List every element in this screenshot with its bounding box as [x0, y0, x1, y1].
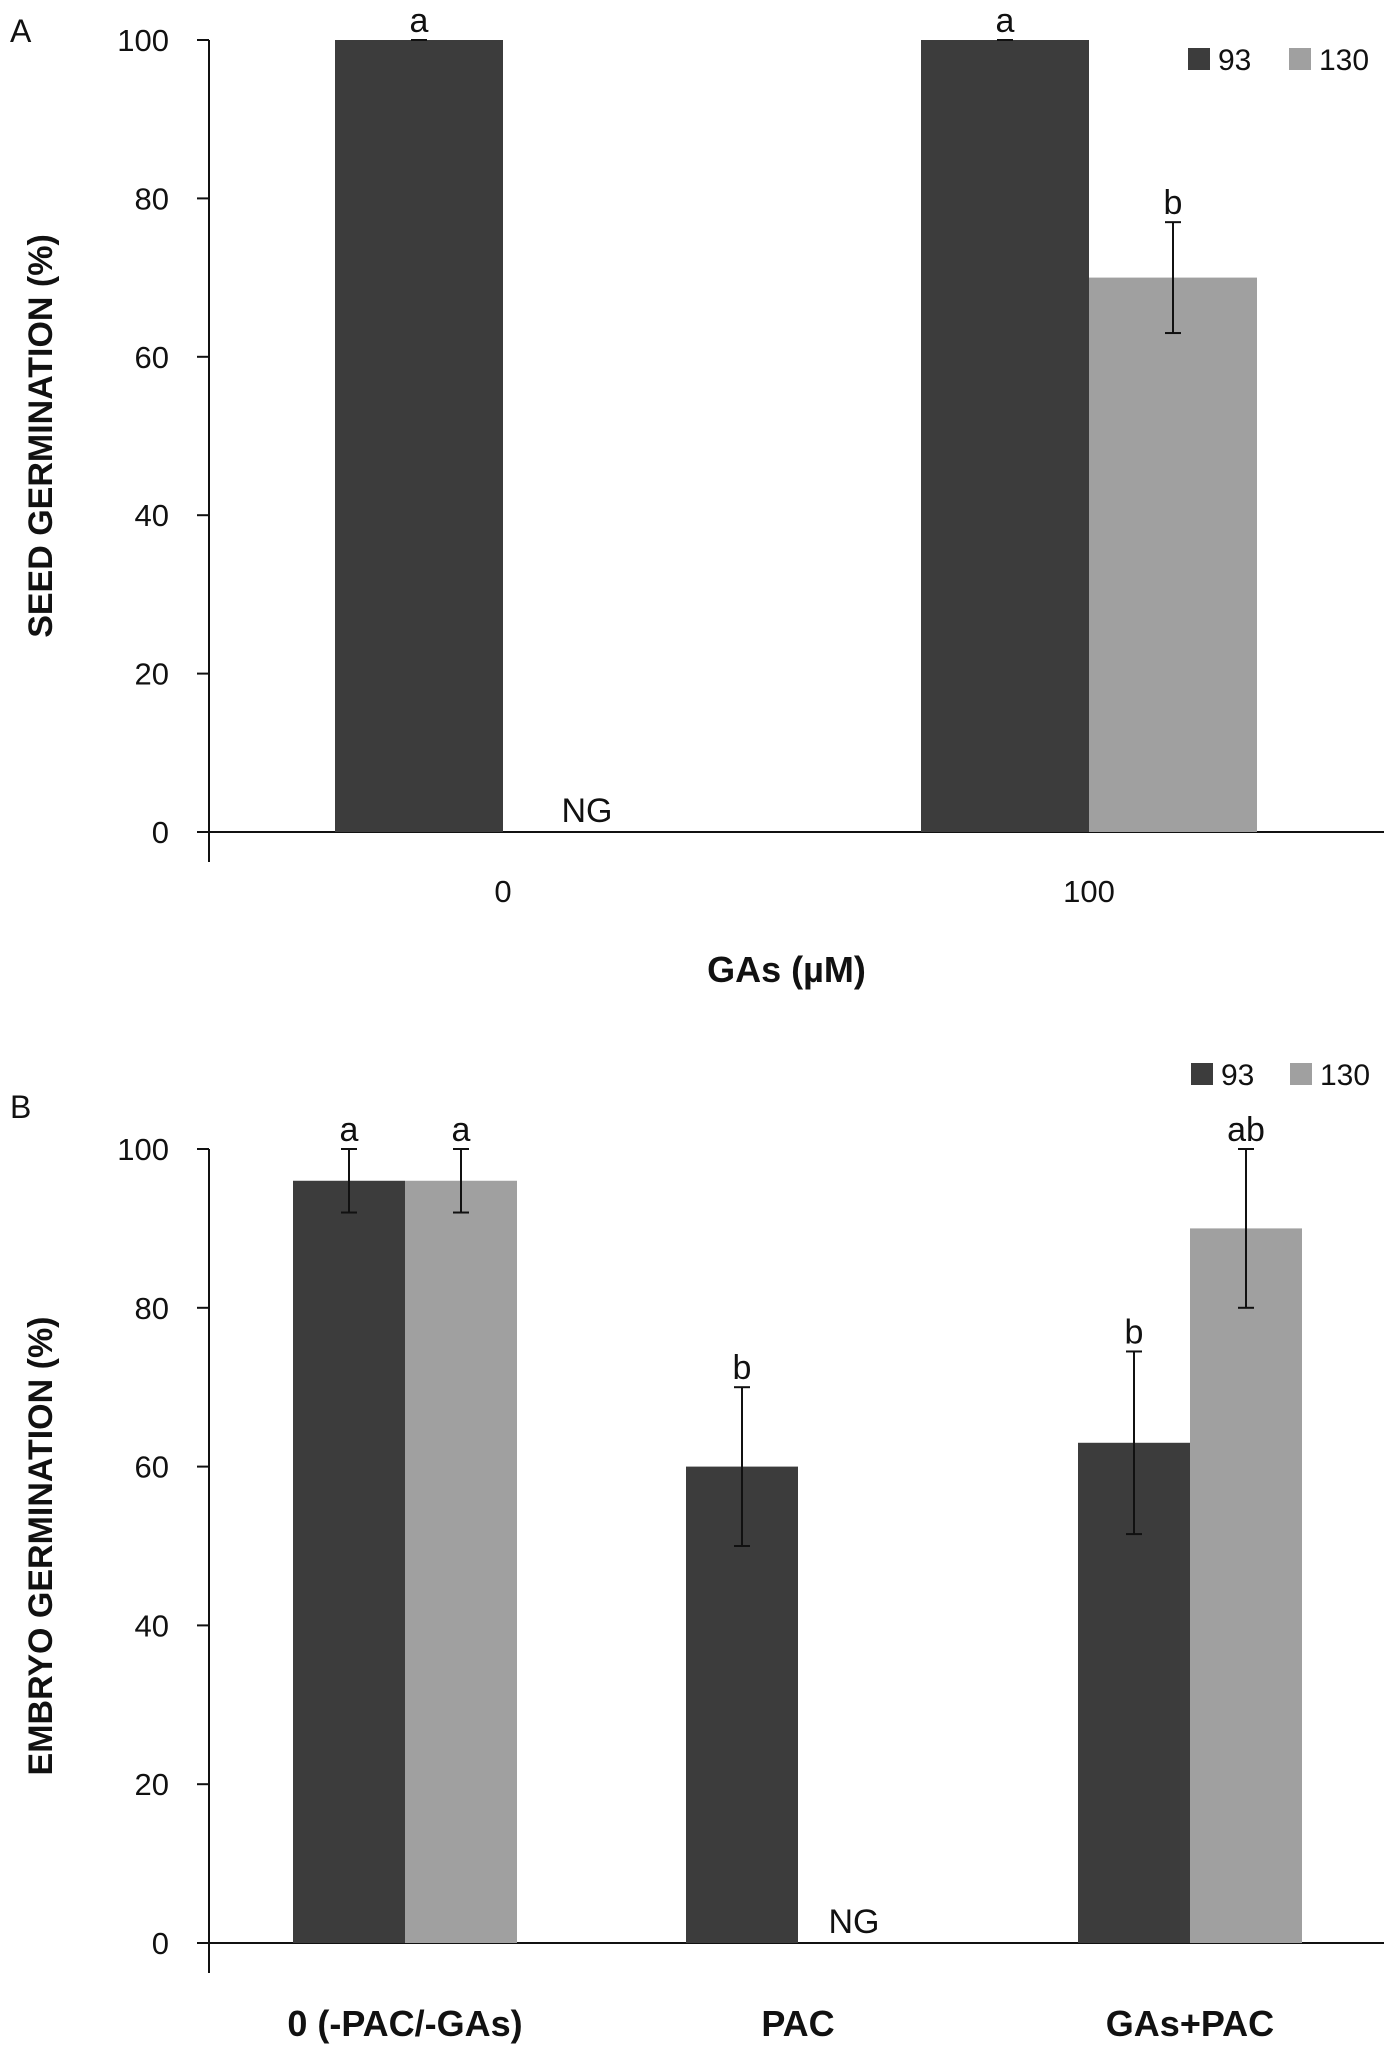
y-tick-label: 0: [152, 1926, 169, 1961]
significance-letter: ab: [1227, 1111, 1265, 1149]
y-tick-label: 40: [135, 498, 169, 533]
bar-93-1: [921, 40, 1089, 832]
x-category-label: 100: [1063, 874, 1115, 909]
legend-label-93: 93: [1221, 1059, 1254, 1092]
no-germination-label: NG: [829, 1903, 880, 1941]
y-tick-label: 80: [135, 181, 169, 216]
panel-label: A: [10, 13, 32, 49]
legend-label-130: 130: [1320, 1059, 1370, 1092]
y-axis-label: EMBRYO GERMINATION (%): [22, 1317, 60, 1776]
y-tick-label: 0: [152, 815, 169, 850]
significance-letter: a: [996, 2, 1015, 40]
x-axis-label: GAs (µM): [707, 949, 866, 990]
significance-letter: b: [1164, 184, 1183, 222]
y-tick-label: 100: [117, 23, 169, 58]
y-tick-label: 60: [135, 340, 169, 375]
legend-swatch-130: [1290, 1063, 1312, 1085]
bar-130-2: [1190, 1228, 1302, 1943]
legend-label-130: 130: [1319, 44, 1369, 77]
x-category-label: PAC: [761, 2003, 834, 2044]
panel-b: B 0 20 40 60 80 100 EMBRYO GERMINATION (%) 0 (-P…: [10, 1059, 1384, 2044]
significance-letter: b: [1125, 1313, 1144, 1351]
y-tick-label: 20: [135, 657, 169, 692]
panel-label: B: [10, 1089, 31, 1125]
panel-a: A 0 20 40 60 80 100 SEED GERMINATION (%) GAs (µM…: [10, 2, 1384, 990]
x-category-label: 0: [494, 874, 511, 909]
x-category-label: 0 (-PAC/-GAs): [287, 2003, 522, 2044]
y-tick-label: 100: [117, 1132, 169, 1167]
significance-letter: b: [733, 1349, 752, 1387]
bar-130-0: [405, 1180, 517, 1943]
significance-letter: a: [340, 1111, 359, 1149]
x-category-label: GAs+PAC: [1106, 2003, 1274, 2044]
y-tick-label: 40: [135, 1608, 169, 1643]
bar-93-0: [335, 40, 503, 832]
bar-130-1: [1089, 277, 1257, 833]
legend-swatch-93: [1188, 48, 1210, 70]
legend-label-93: 93: [1218, 44, 1251, 77]
significance-letter: a: [452, 1111, 471, 1149]
y-tick-label: 60: [135, 1450, 169, 1485]
y-tick-label: 80: [135, 1291, 169, 1326]
y-tick-label: 20: [135, 1767, 169, 1802]
legend-swatch-93: [1191, 1063, 1213, 1085]
y-axis-label: SEED GERMINATION (%): [22, 234, 60, 638]
no-germination-label: NG: [562, 792, 613, 830]
legend-swatch-130: [1289, 48, 1311, 70]
bar-93-0: [293, 1180, 405, 1943]
significance-letter: a: [410, 2, 429, 40]
